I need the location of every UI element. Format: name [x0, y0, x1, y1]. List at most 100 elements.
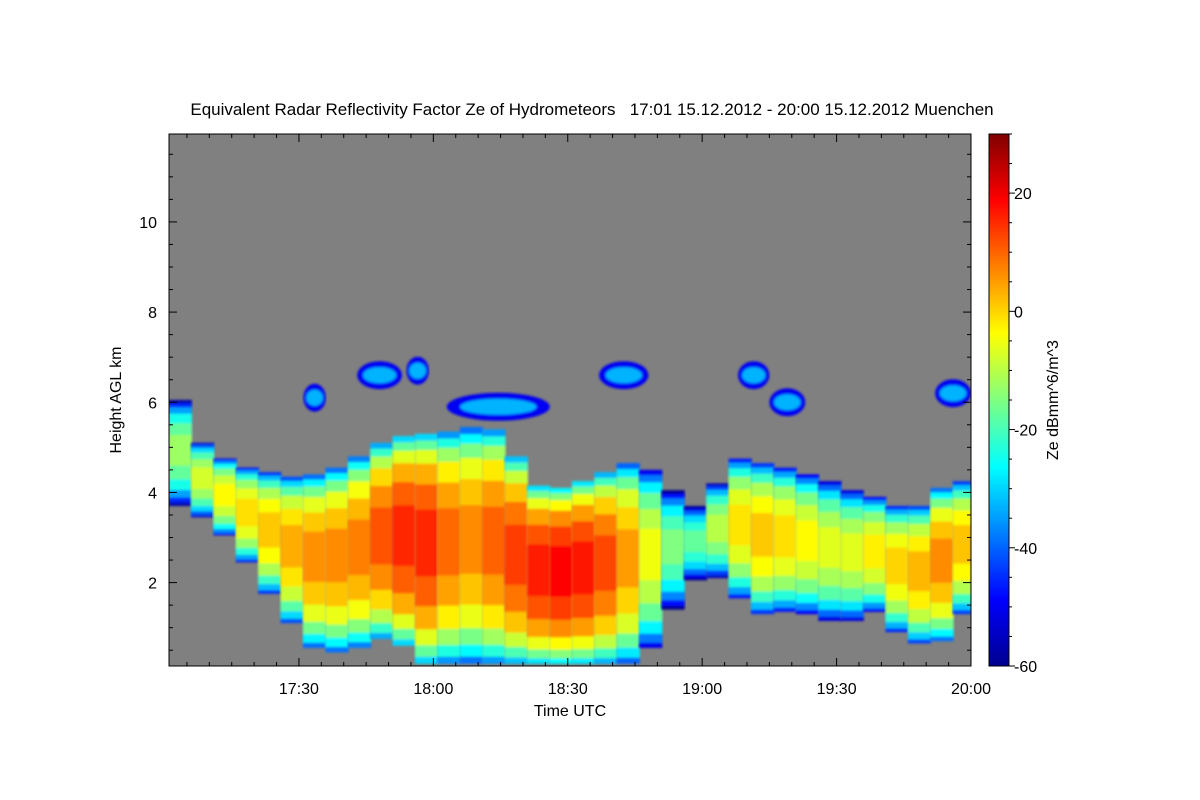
echo-column: [504, 456, 528, 664]
echo-column: [818, 481, 842, 621]
colorbar-tick-label: 0: [1014, 304, 1023, 321]
upper-cloud-patch: [303, 383, 326, 412]
upper-cloud-patch: [935, 379, 971, 408]
echo-column: [392, 436, 416, 646]
echo-column: [750, 463, 775, 615]
echo-cell: [414, 509, 439, 577]
plot-frame: [168, 133, 972, 667]
echo-cell: [571, 541, 596, 595]
echo-cell: [795, 520, 820, 562]
echo-column: [706, 483, 730, 579]
x-axis: 17:30 18:00 18:30 19:00 19:30 20:00: [186, 134, 991, 698]
x-tick-label: 19:00: [682, 681, 722, 698]
echo-column: [169, 400, 192, 506]
y-tick-label: 10: [139, 215, 157, 232]
echo-column: [930, 487, 954, 642]
echo-cell: [952, 525, 971, 564]
echo-cell: [482, 506, 506, 575]
echo-cell: [258, 512, 282, 548]
x-tick-label: 18:00: [413, 681, 453, 698]
echo-column: [885, 505, 909, 633]
echo-column: [728, 458, 752, 599]
upper-patch-core: [409, 362, 426, 379]
echo-column: [616, 463, 640, 664]
echo-cell: [773, 515, 797, 558]
echo-cell: [594, 535, 618, 591]
echo-cell: [459, 505, 484, 574]
echo-cell: [549, 545, 573, 597]
upper-patch-core: [742, 367, 766, 384]
echo-column: [638, 469, 663, 648]
echo-column: [459, 427, 484, 664]
echo-column: [840, 490, 864, 621]
echo-cell: [213, 483, 237, 507]
echo-column: [549, 487, 573, 664]
upper-cloud-patch: [769, 388, 806, 417]
upper-patch-core: [460, 398, 537, 415]
echo-column: [190, 442, 215, 518]
echo-cell: [818, 527, 842, 568]
echo-column: [683, 505, 708, 581]
colorbar-tick-label: -20: [1014, 423, 1037, 440]
echo-column: [302, 474, 327, 648]
echo-column: [258, 472, 282, 594]
echo-layer: [169, 356, 971, 664]
y-tick-label: 4: [148, 485, 157, 502]
y-tick-label: 6: [148, 395, 157, 412]
echo-column: [370, 442, 394, 639]
echo-cell: [370, 507, 394, 565]
upper-patch-core: [306, 389, 323, 406]
echo-cell: [661, 529, 685, 565]
echo-cell: [930, 538, 954, 583]
echo-column: [661, 490, 685, 610]
echo-column: [347, 456, 372, 648]
echo-column: [952, 481, 971, 615]
upper-cloud-patch: [406, 356, 429, 385]
x-tick-label: 18:30: [548, 681, 588, 698]
echo-column: [571, 481, 596, 664]
echo-cell: [280, 524, 304, 568]
x-axis-label: Time UTC: [534, 703, 606, 720]
echo-cell: [728, 504, 752, 546]
y-tick-label: 2: [148, 576, 157, 593]
upper-cloud-patch: [599, 361, 649, 390]
upper-patch-core: [939, 385, 967, 402]
upper-cloud-patch: [738, 361, 770, 390]
echo-cell: [885, 547, 909, 585]
y-axis: 2 4 6 8 10: [139, 153, 971, 651]
echo-cell: [616, 529, 640, 588]
echo-column: [594, 472, 618, 664]
echo-cell: [862, 534, 887, 569]
echo-column: [795, 474, 820, 615]
upper-patch-core: [605, 367, 643, 384]
upper-cloud-patch: [357, 361, 402, 390]
echo-cell: [750, 512, 775, 557]
echo-column: [773, 467, 797, 612]
echo-cell: [190, 467, 215, 489]
echo-cell: [840, 533, 864, 572]
upper-cloud-patch: [446, 392, 550, 421]
upper-patch-core: [362, 367, 397, 384]
echo-column: [280, 476, 304, 624]
echo-cell: [907, 551, 932, 592]
colorbar-tick-label: 20: [1014, 186, 1032, 203]
echo-cell: [638, 528, 663, 581]
echo-column: [862, 496, 887, 612]
colorbar-tick-label: -60: [1014, 659, 1037, 676]
echo-cell: [325, 528, 349, 583]
echo-cell: [169, 434, 192, 466]
chart-title: Equivalent Radar Reflectivity Factor Ze …: [190, 100, 993, 119]
x-tick-label: 19:30: [817, 681, 857, 698]
echo-column: [414, 433, 439, 664]
echo-cell: [706, 514, 730, 543]
echo-cell: [526, 544, 551, 597]
echo-cell: [437, 508, 461, 576]
echo-cell: [683, 530, 708, 553]
echo-cell: [347, 519, 372, 576]
x-tick-label: 20:00: [951, 681, 991, 698]
colorbar-label: Ze dBmm^6/m^3: [1045, 340, 1062, 460]
echo-column: [907, 505, 932, 644]
colorbar: [988, 133, 1010, 667]
echo-cell: [504, 524, 528, 585]
